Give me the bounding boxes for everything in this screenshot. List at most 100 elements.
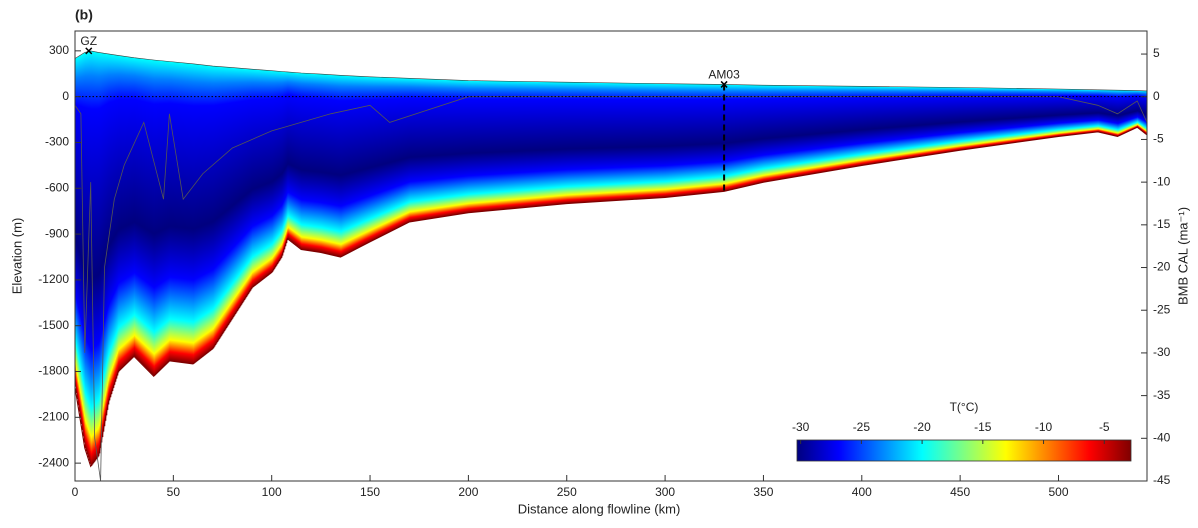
- field-strip: [271, 70, 273, 273]
- field-strip: [75, 58, 77, 387]
- field-strip: [911, 86, 913, 158]
- field-strip: [1088, 89, 1090, 133]
- field-strip: [655, 83, 657, 199]
- field-strip: [596, 82, 598, 202]
- field-strip: [680, 83, 682, 196]
- field-strip: [169, 61, 171, 362]
- field-strip: [505, 81, 507, 210]
- field-strip: [1072, 89, 1074, 135]
- field-strip: [773, 85, 775, 181]
- field-strip: [227, 67, 229, 327]
- field-strip: [157, 60, 159, 373]
- field-strip: [119, 55, 121, 371]
- field-strip: [365, 76, 367, 245]
- field-strip: [523, 81, 525, 208]
- field-strip: [1070, 89, 1072, 136]
- field-strip: [1100, 89, 1102, 133]
- field-strip: [307, 73, 309, 251]
- field-strip: [1037, 88, 1039, 140]
- field-strip: [821, 85, 823, 173]
- field-strip: [328, 74, 330, 255]
- field-strip: [980, 87, 982, 148]
- field-strip: [529, 81, 531, 208]
- field-strip: [266, 70, 268, 277]
- field-strip: [690, 84, 692, 195]
- field-strip: [1138, 90, 1140, 128]
- field-strip: [1056, 88, 1058, 137]
- field-strip: [545, 81, 547, 206]
- field-strip: [953, 87, 955, 152]
- field-strip: [358, 76, 360, 248]
- field-strip: [80, 55, 82, 418]
- field-strip: [435, 79, 437, 218]
- field-strip: [813, 85, 815, 174]
- x-tick-label: 150: [360, 485, 380, 499]
- field-strip: [290, 72, 292, 241]
- field-strip: [848, 86, 850, 168]
- field-strip: [608, 82, 610, 201]
- field-strip: [845, 86, 847, 169]
- field-strip: [836, 85, 838, 170]
- field-strip: [184, 62, 186, 363]
- field-strip: [1008, 88, 1010, 144]
- field-strip: [255, 69, 257, 286]
- field-strip: [544, 81, 546, 206]
- field-strip: [700, 84, 702, 194]
- field-strip: [1121, 90, 1123, 135]
- field-strip: [954, 87, 956, 152]
- field-strip: [247, 68, 249, 296]
- field-strip: [975, 87, 977, 149]
- field-strip: [332, 74, 334, 256]
- field-strip: [168, 61, 170, 363]
- field-strip: [113, 54, 115, 388]
- field-strip: [606, 82, 608, 202]
- field-strip: [295, 72, 297, 245]
- field-strip: [214, 66, 216, 347]
- x-axis-label: Distance along flowline (km): [518, 501, 681, 516]
- field-strip: [150, 59, 152, 373]
- field-strip: [143, 58, 145, 366]
- field-strip: [921, 87, 923, 157]
- field-strip: [656, 83, 658, 199]
- field-strip: [141, 58, 143, 364]
- field-strip: [620, 82, 622, 201]
- colorbar-tick-label: -10: [1035, 420, 1053, 434]
- field-strip: [205, 65, 207, 355]
- field-strip: [826, 85, 828, 172]
- field-strip: [1112, 90, 1114, 136]
- field-strip: [830, 85, 832, 171]
- field-strip: [230, 67, 232, 322]
- field-strip: [504, 81, 506, 210]
- y2-tick-label: -5: [1153, 132, 1164, 146]
- field-strip: [776, 85, 778, 181]
- field-strip: [129, 56, 131, 362]
- field-strip: [128, 56, 130, 363]
- field-strip: [935, 87, 937, 155]
- field-strip: [1032, 88, 1034, 141]
- field-strip: [142, 58, 144, 365]
- field-strip: [464, 80, 466, 214]
- field-strip: [233, 67, 235, 318]
- field-strip: [335, 74, 337, 256]
- field-strip: [734, 84, 736, 190]
- field-strip: [622, 83, 624, 201]
- field-strip: [671, 83, 673, 197]
- field-strip: [241, 68, 243, 305]
- field-strip: [158, 60, 160, 372]
- field-strip: [574, 82, 576, 204]
- field-strip: [1093, 89, 1095, 133]
- field-strip: [116, 55, 118, 379]
- field-strip: [1063, 89, 1065, 136]
- field-strip: [477, 80, 479, 212]
- field-strip: [1021, 88, 1023, 142]
- field-strip: [476, 80, 478, 213]
- field-strip: [99, 52, 101, 454]
- field-strip: [337, 75, 339, 257]
- field-strip: [353, 75, 355, 251]
- field-strip: [509, 81, 511, 209]
- field-strip: [411, 78, 413, 222]
- field-strip: [390, 77, 392, 232]
- field-strip: [1082, 89, 1084, 134]
- field-strip: [697, 84, 699, 195]
- field-strip: [1026, 88, 1028, 141]
